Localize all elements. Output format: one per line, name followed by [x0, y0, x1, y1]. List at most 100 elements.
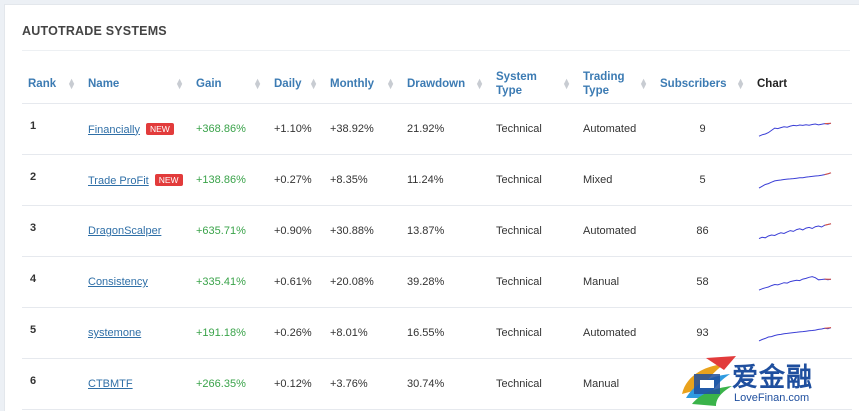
- equity-sparkline: [757, 118, 833, 140]
- table-row: 5 systemone +191.18%+0.26%+8.01%16.55%Tech…: [22, 308, 852, 359]
- column-header-monthly[interactable]: Monthly▲▼: [324, 65, 401, 104]
- column-header-drawdown[interactable]: Drawdown▲▼: [401, 65, 490, 104]
- drawdown-cell: 39.28%: [401, 257, 490, 308]
- name-cell: DragonScalper: [82, 206, 190, 257]
- column-header-system-type[interactable]: System Type▲▼: [490, 65, 577, 104]
- rank-cell: 5: [22, 305, 82, 356]
- table-row: 3 DragonScalper +635.71%+0.90%+30.88%13.87…: [22, 206, 852, 257]
- monthly-cell: +38.92%: [324, 104, 401, 155]
- system-name-link[interactable]: CTBMTF: [88, 378, 133, 390]
- equity-sparkline: [757, 220, 833, 242]
- system-name-link[interactable]: Trade ProFit: [88, 175, 149, 187]
- name-cell: systemone: [82, 308, 190, 359]
- system-type-cell: Technical: [490, 104, 577, 155]
- daily-cell: +0.90%: [268, 206, 324, 257]
- system-type-cell: Technical: [490, 308, 577, 359]
- section-title: AUTOTRADE SYSTEMS: [22, 24, 167, 38]
- trading-type-cell: Automated: [577, 104, 654, 155]
- table-row: 1 Financially NEW +368.86%+1.10%+38.92%21.9…: [22, 104, 852, 155]
- daily-cell: +0.12%: [268, 359, 324, 410]
- sort-icon[interactable]: ▲▼: [253, 79, 262, 89]
- table-header-row: Rank▲▼ Name▲▼ Gain▲▼ Daily▲▼ Monthly▲▼ D…: [22, 65, 852, 104]
- sort-icon[interactable]: ▲▼: [736, 79, 745, 89]
- drawdown-cell: 13.87%: [401, 206, 490, 257]
- drawdown-cell: 11.24%: [401, 155, 490, 206]
- gain-cell: +635.71%: [190, 206, 268, 257]
- chart-cell: [751, 104, 852, 155]
- trading-type-cell: Automated: [577, 206, 654, 257]
- system-name-link[interactable]: DragonScalper: [88, 225, 161, 237]
- drawdown-cell: 21.92%: [401, 104, 490, 155]
- daily-cell: +0.27%: [268, 155, 324, 206]
- name-cell: Trade ProFit NEW: [82, 155, 190, 206]
- gain-cell: +191.18%: [190, 308, 268, 359]
- drawdown-cell: 30.74%: [401, 359, 490, 410]
- name-cell: Consistency: [82, 257, 190, 308]
- chart-cell: [751, 308, 852, 359]
- equity-sparkline: [757, 322, 833, 344]
- watermark-subtext: LoveFinan.com: [734, 392, 809, 404]
- daily-cell: +0.26%: [268, 308, 324, 359]
- name-cell: CTBMTF: [82, 359, 190, 410]
- trading-type-cell: Mixed: [577, 155, 654, 206]
- chart-cell: [751, 257, 852, 308]
- sort-icon[interactable]: ▲▼: [475, 79, 484, 89]
- autotrade-panel: AUTOTRADE SYSTEMS Rank▲▼ Name▲▼ Gain▲▼ D…: [4, 4, 859, 411]
- sparkline-path: [759, 173, 831, 188]
- sparkline-path: [759, 277, 831, 291]
- rank-cell: 1: [22, 101, 82, 152]
- sort-icon[interactable]: ▲▼: [639, 79, 648, 89]
- sort-icon[interactable]: ▲▼: [309, 79, 318, 89]
- sparkline-path: [759, 224, 831, 239]
- rank-cell: 6: [22, 356, 82, 407]
- system-name-link[interactable]: Financially: [88, 124, 140, 136]
- sparkline-tail: [825, 328, 831, 329]
- column-header-trading-type[interactable]: Trading Type▲▼: [577, 65, 654, 104]
- rank-cell: 3: [22, 203, 82, 254]
- trading-type-cell: Automated: [577, 308, 654, 359]
- new-badge: NEW: [155, 174, 183, 186]
- column-header-name[interactable]: Name▲▼: [82, 65, 190, 104]
- subscribers-cell: 5: [654, 155, 751, 206]
- sort-icon[interactable]: ▲▼: [562, 79, 571, 89]
- monthly-cell: +30.88%: [324, 206, 401, 257]
- sort-icon[interactable]: ▲▼: [67, 79, 76, 89]
- drawdown-cell: 16.55%: [401, 308, 490, 359]
- system-name-link[interactable]: Consistency: [88, 276, 148, 288]
- sort-icon[interactable]: ▲▼: [386, 79, 395, 89]
- sort-icon[interactable]: ▲▼: [175, 79, 184, 89]
- sparkline-path: [759, 123, 831, 136]
- name-cell: Financially NEW: [82, 104, 190, 155]
- daily-cell: +0.61%: [268, 257, 324, 308]
- system-name-link[interactable]: systemone: [88, 327, 141, 339]
- new-badge: NEW: [146, 123, 174, 135]
- column-header-gain[interactable]: Gain▲▼: [190, 65, 268, 104]
- rank-cell: 4: [22, 254, 82, 305]
- rank-cell: 2: [22, 152, 82, 203]
- monthly-cell: +8.35%: [324, 155, 401, 206]
- subscribers-cell: 86: [654, 206, 751, 257]
- column-header-daily[interactable]: Daily▲▼: [268, 65, 324, 104]
- subscribers-cell: 93: [654, 308, 751, 359]
- column-header-rank[interactable]: Rank▲▼: [22, 65, 82, 104]
- subscribers-cell: 58: [654, 257, 751, 308]
- trading-type-cell: Manual: [577, 359, 654, 410]
- gain-cell: +368.86%: [190, 104, 268, 155]
- equity-sparkline: [757, 169, 833, 191]
- divider: [22, 50, 850, 51]
- gain-cell: +335.41%: [190, 257, 268, 308]
- daily-cell: +1.10%: [268, 104, 324, 155]
- system-type-cell: Technical: [490, 257, 577, 308]
- monthly-cell: +20.08%: [324, 257, 401, 308]
- gain-cell: +266.35%: [190, 359, 268, 410]
- system-type-cell: Technical: [490, 359, 577, 410]
- monthly-cell: +8.01%: [324, 308, 401, 359]
- system-type-cell: Technical: [490, 155, 577, 206]
- watermark-text: 爱金融: [732, 357, 813, 394]
- monthly-cell: +3.76%: [324, 359, 401, 410]
- subscribers-cell: 9: [654, 104, 751, 155]
- trading-type-cell: Manual: [577, 257, 654, 308]
- column-header-subscribers[interactable]: Subscribers▲▼: [654, 65, 751, 104]
- column-header-chart: Chart: [751, 65, 852, 104]
- chart-cell: [751, 155, 852, 206]
